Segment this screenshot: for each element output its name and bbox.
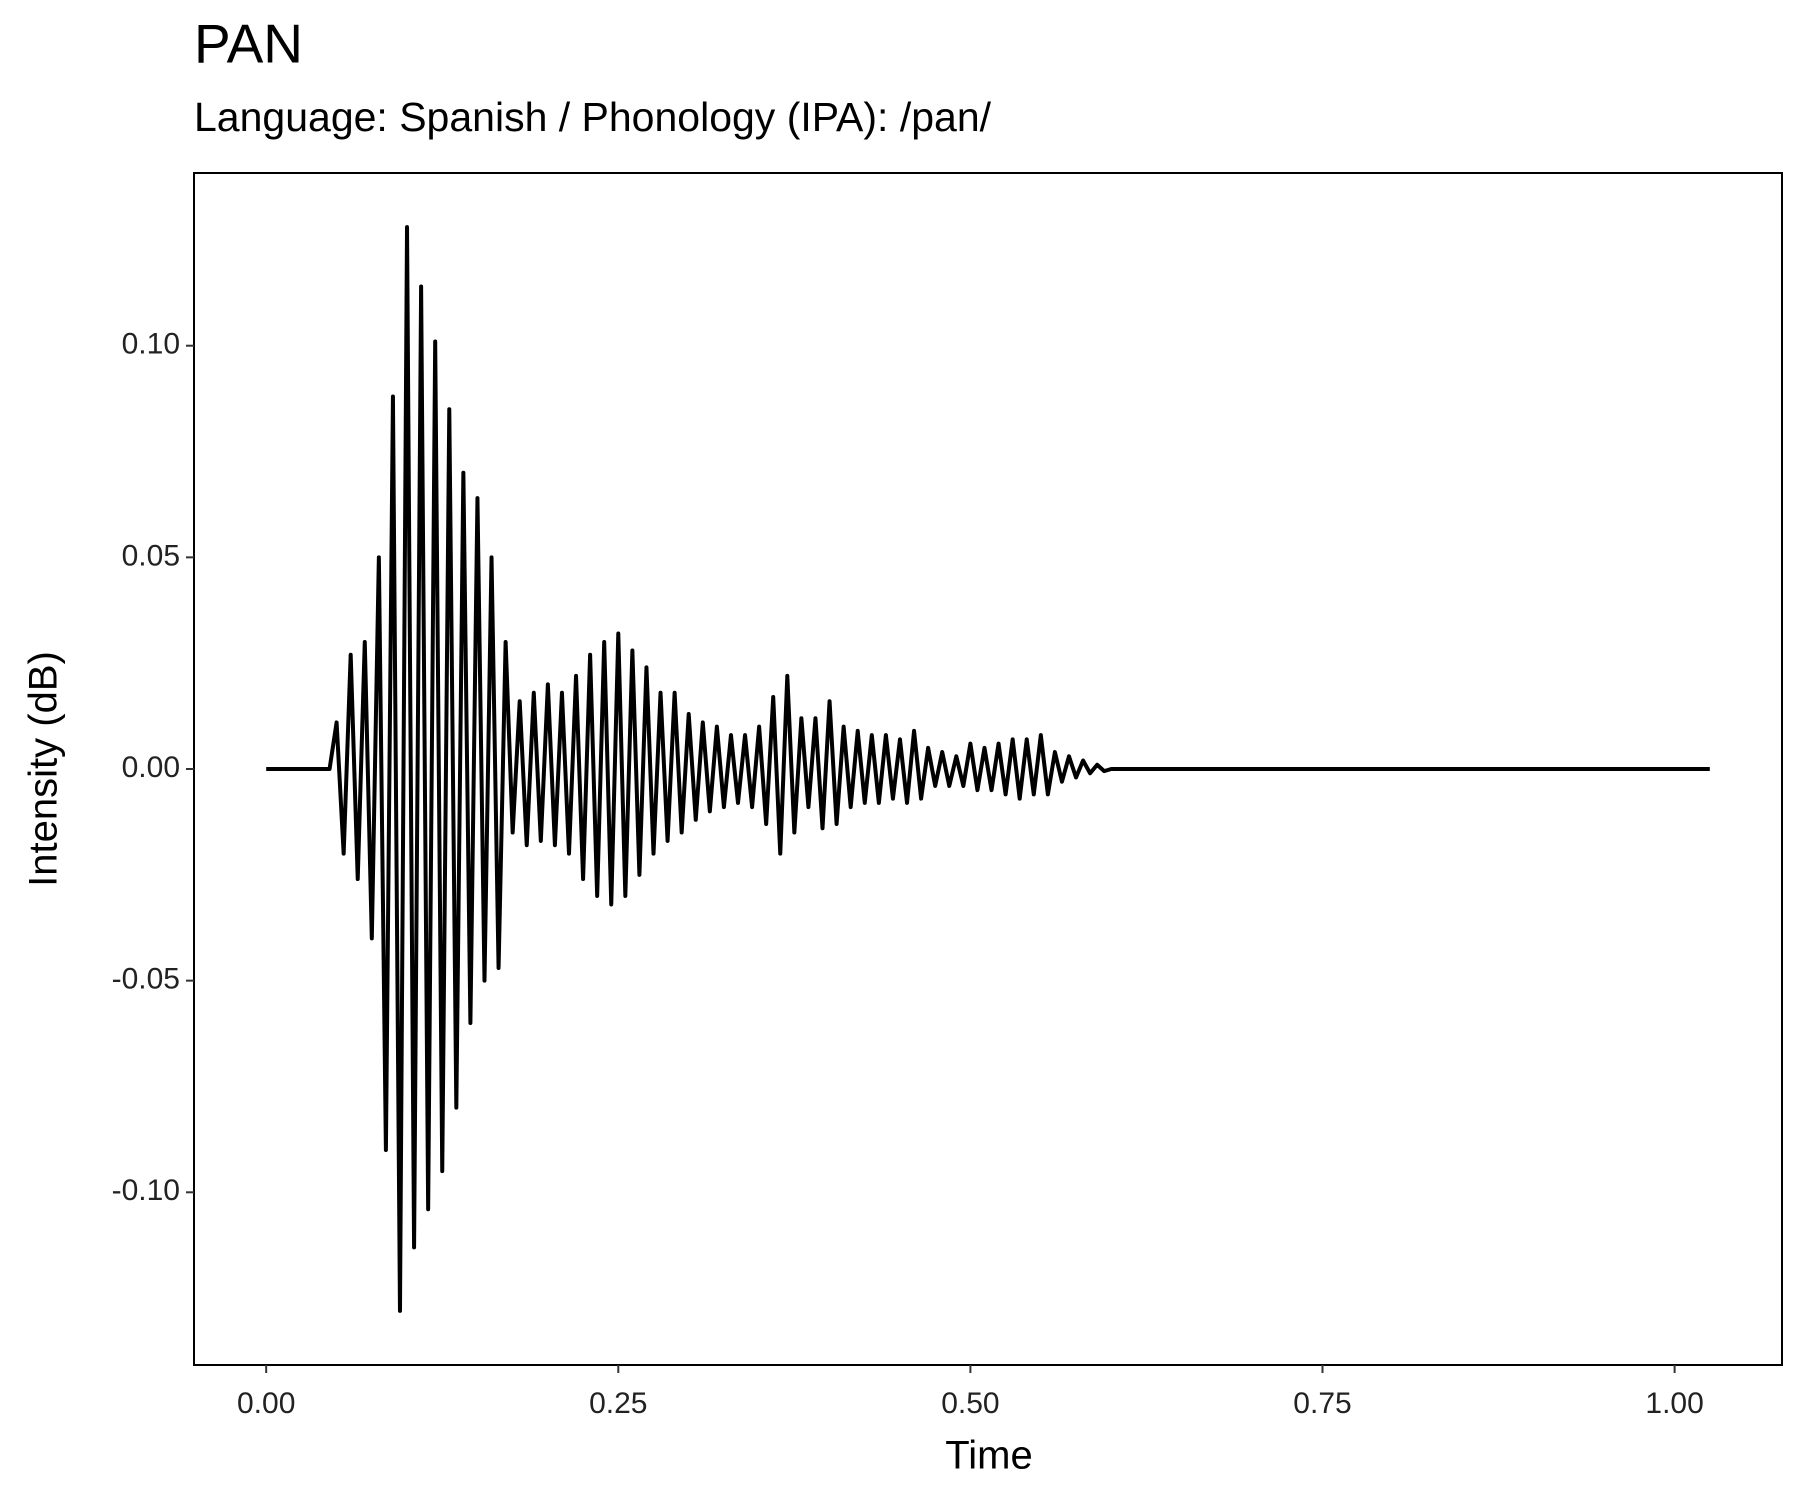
x-tick-label: 0.75: [1293, 1387, 1351, 1420]
x-tick-label: 1.00: [1645, 1387, 1703, 1420]
y-axis-title: Intensity (dB): [22, 651, 66, 887]
x-tick-label: 0.50: [941, 1387, 999, 1420]
y-tick-label: -0.10: [112, 1174, 180, 1207]
waveform-line: [266, 225, 1710, 1313]
y-tick-label: 0.00: [122, 751, 180, 784]
chart-title: PAN: [194, 13, 303, 75]
chart-subtitle: Language: Spanish / Phonology (IPA): /pa…: [194, 94, 992, 140]
y-tick-label: 0.10: [122, 328, 180, 361]
y-tick-label: -0.05: [112, 963, 180, 996]
y-tick-label: 0.05: [122, 539, 180, 572]
x-tick-label: 0.00: [237, 1387, 295, 1420]
x-axis-title: Time: [945, 1434, 1032, 1478]
x-tick-label: 0.25: [589, 1387, 647, 1420]
